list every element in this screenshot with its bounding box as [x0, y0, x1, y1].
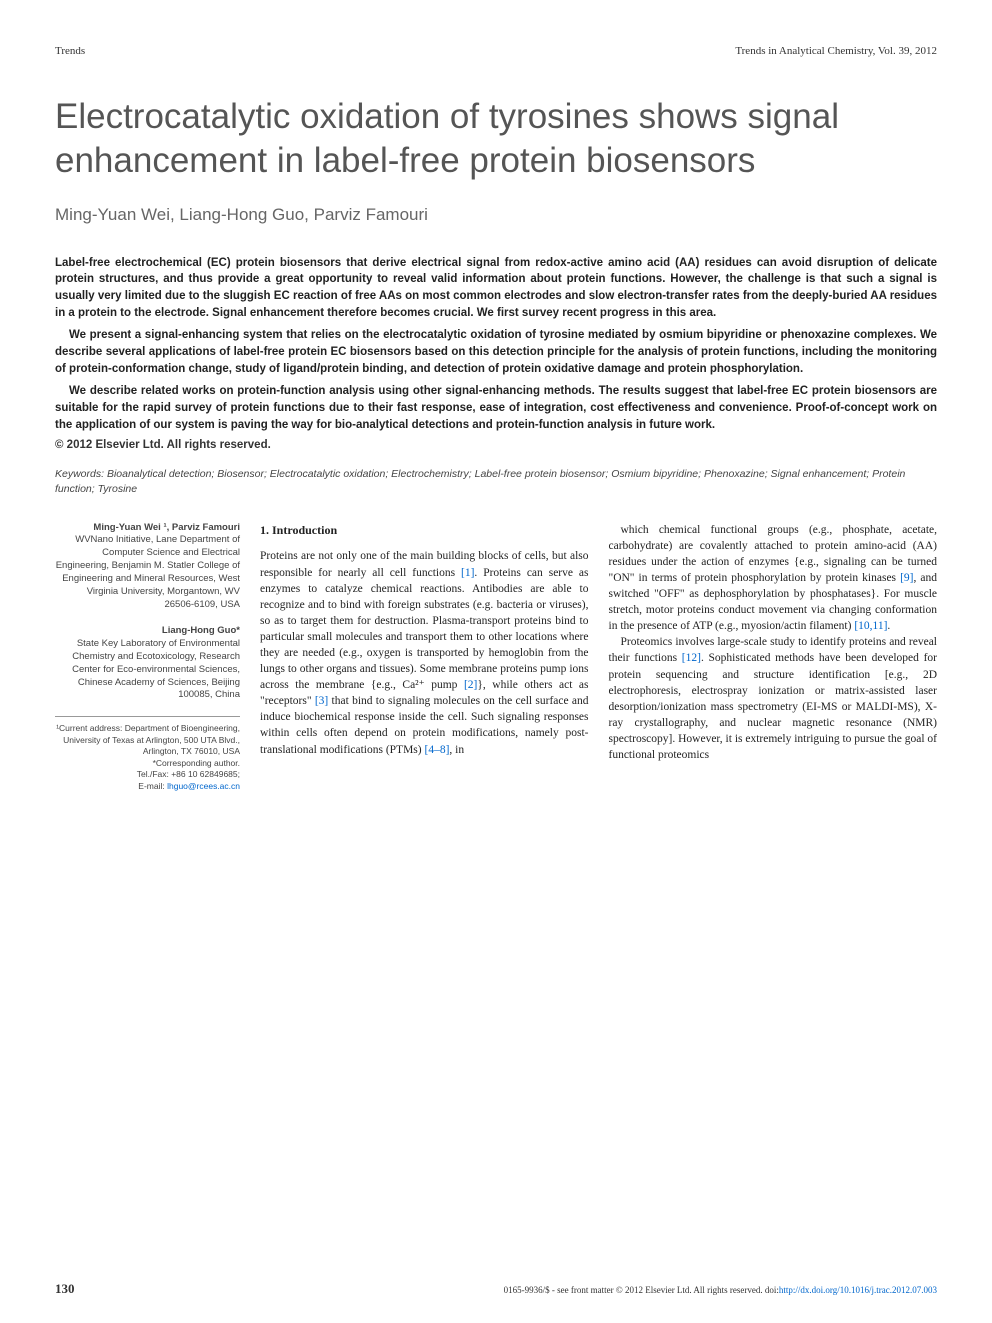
copyright-line: © 2012 Elsevier Ltd. All rights reserved… — [55, 439, 937, 451]
author-affiliation-sidebar: Ming-Yuan Wei ¹, Parviz Famouri WVNano I… — [55, 522, 240, 792]
page-footer: 130 0165-9936/$ - see front matter © 201… — [55, 1281, 937, 1297]
body-column-1: 1. Introduction Proteins are not only on… — [260, 522, 589, 792]
affil-text-2: State Key Laboratory of Environmental Ch… — [55, 638, 240, 702]
keywords-text: Bioanalytical detection; Biosensor; Elec… — [55, 468, 905, 495]
corresponding-footnote: ¹Current address: Department of Bioengin… — [55, 716, 240, 792]
abstract-para-1: Label-free electrochemical (EC) protein … — [55, 255, 937, 322]
ref-link[interactable]: [10,11] — [854, 620, 887, 632]
ref-link[interactable]: [2] — [464, 679, 477, 691]
abstract-para-3: We describe related works on protein-fun… — [55, 383, 937, 433]
ref-link[interactable]: [3] — [315, 695, 328, 707]
running-header: Trends Trends in Analytical Chemistry, V… — [55, 45, 937, 57]
doi-link[interactable]: http://dx.doi.org/10.1016/j.trac.2012.07… — [779, 1285, 937, 1295]
three-column-layout: Ming-Yuan Wei ¹, Parviz Famouri WVNano I… — [55, 522, 937, 792]
header-right: Trends in Analytical Chemistry, Vol. 39,… — [735, 45, 937, 57]
footnote-corresponding: *Corresponding author. — [55, 758, 240, 769]
affil-text-1: WVNano Initiative, Lane Department of Co… — [55, 534, 240, 611]
footnote-email-label: E-mail: — [138, 781, 167, 791]
footnote-telfax: Tel./Fax: +86 10 62849685; — [55, 769, 240, 780]
author-list: Ming-Yuan Wei, Liang-Hong Guo, Parviz Fa… — [55, 205, 937, 225]
footer-rights-text: 0165-9936/$ - see front matter © 2012 El… — [504, 1285, 779, 1295]
header-left: Trends — [55, 45, 85, 57]
section-heading-introduction: 1. Introduction — [260, 522, 589, 539]
abstract-para-2: We present a signal-enhancing system tha… — [55, 327, 937, 377]
footnote-current-address: ¹Current address: Department of Bioengin… — [55, 723, 240, 757]
page-number: 130 — [55, 1281, 75, 1297]
intro-para-1-cont: which chemical functional groups (e.g., … — [609, 522, 938, 635]
intro-para-2: Proteomics involves large-scale study to… — [609, 634, 938, 763]
body-column-2: which chemical functional groups (e.g., … — [609, 522, 938, 792]
keywords-label: Keywords: — [55, 468, 104, 480]
ref-link[interactable]: [4–8] — [425, 744, 450, 756]
article-title: Electrocatalytic oxidation of tyrosines … — [55, 95, 937, 183]
footer-rights: 0165-9936/$ - see front matter © 2012 El… — [504, 1285, 937, 1295]
affiliation-block-1: Ming-Yuan Wei ¹, Parviz Famouri WVNano I… — [55, 522, 240, 612]
ref-link[interactable]: [9] — [900, 572, 913, 584]
affil-authors-1: Ming-Yuan Wei ¹, Parviz Famouri — [55, 522, 240, 535]
affil-authors-2: Liang-Hong Guo* — [55, 625, 240, 638]
footnote-email-line: E-mail: lhguo@rcees.ac.cn — [55, 781, 240, 792]
ref-link[interactable]: [12] — [682, 652, 701, 664]
ref-link[interactable]: [1] — [461, 567, 474, 579]
intro-para-1: Proteins are not only one of the main bu… — [260, 548, 589, 757]
keywords-block: Keywords: Bioanalytical detection; Biose… — [55, 467, 937, 497]
affiliation-block-2: Liang-Hong Guo* State Key Laboratory of … — [55, 625, 240, 702]
corresponding-email-link[interactable]: lhguo@rcees.ac.cn — [167, 781, 240, 791]
